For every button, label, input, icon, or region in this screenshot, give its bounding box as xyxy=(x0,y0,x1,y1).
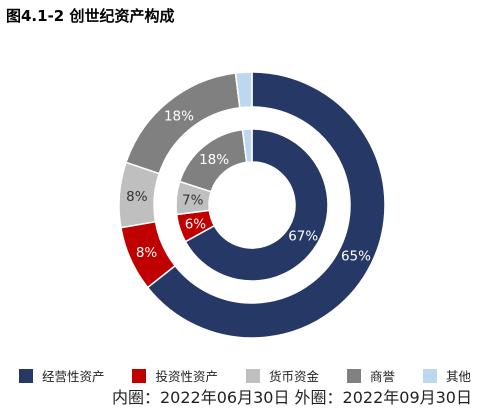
legend-label: 投资性资产 xyxy=(155,369,218,384)
inner-label-goodwill: 18% xyxy=(199,152,229,168)
inner-ring xyxy=(175,128,329,282)
legend-label: 其他 xyxy=(446,369,472,384)
legend-label: 经营性资产 xyxy=(41,369,105,384)
donut-chart: 67% 6% 7% 18% 65% 8% 8% 18% xyxy=(118,71,386,339)
legend-label: 商誉 xyxy=(370,369,396,384)
legend-label: 货币资金 xyxy=(268,369,319,384)
legend-item-other: 其他 xyxy=(423,366,471,385)
inner-label-cash: 7% xyxy=(182,192,204,208)
legend-swatch xyxy=(132,368,147,383)
inner-ring-note: 内圈：2022年06月30日 xyxy=(112,388,290,407)
slice-labels: 67% 6% 7% 18% 65% 8% 8% 18% xyxy=(126,109,371,265)
outer-ring xyxy=(118,71,386,339)
legend-swatch xyxy=(347,368,361,383)
legend-swatch xyxy=(245,368,260,383)
legend-item-goodwill: 商誉 xyxy=(347,366,395,385)
outer-slice-operating-assets xyxy=(146,71,386,339)
outer-label-investment-assets: 8% xyxy=(136,245,158,261)
inner-slice-other xyxy=(241,128,253,164)
inner-label-investment-assets: 6% xyxy=(185,216,207,232)
outer-label-operating-assets: 65% xyxy=(341,248,371,264)
chart-title: 图4.1-2 创世纪资产构成 xyxy=(6,7,175,25)
outer-label-cash: 8% xyxy=(126,189,148,205)
outer-slice-other xyxy=(234,71,253,109)
legend: 经营性资产 投资性资产 货币资金 商誉 其他 xyxy=(0,366,490,385)
legend-item-operating-assets: 经营性资产 xyxy=(18,366,105,385)
legend-item-investment-assets: 投资性资产 xyxy=(132,366,218,385)
inner-label-operating-assets: 67% xyxy=(288,228,318,244)
legend-swatch xyxy=(18,368,33,383)
ring-footnote: 内圈：2022年06月30日 外圈：2022年09月30日 xyxy=(112,384,472,408)
legend-swatch xyxy=(423,368,438,383)
outer-ring-note: 外圈：2022年09月30日 xyxy=(294,388,472,407)
outer-label-goodwill: 18% xyxy=(164,109,194,125)
inner-slice-operating-assets xyxy=(184,128,329,282)
legend-item-cash: 货币资金 xyxy=(245,366,319,385)
